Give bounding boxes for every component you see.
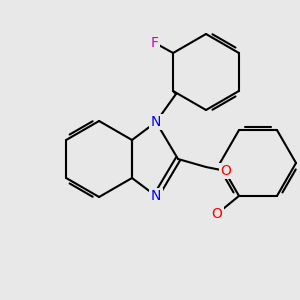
Text: N: N — [151, 189, 161, 203]
Text: N: N — [151, 115, 161, 129]
Text: F: F — [151, 36, 159, 50]
Text: O: O — [220, 164, 231, 178]
Text: O: O — [212, 207, 222, 221]
